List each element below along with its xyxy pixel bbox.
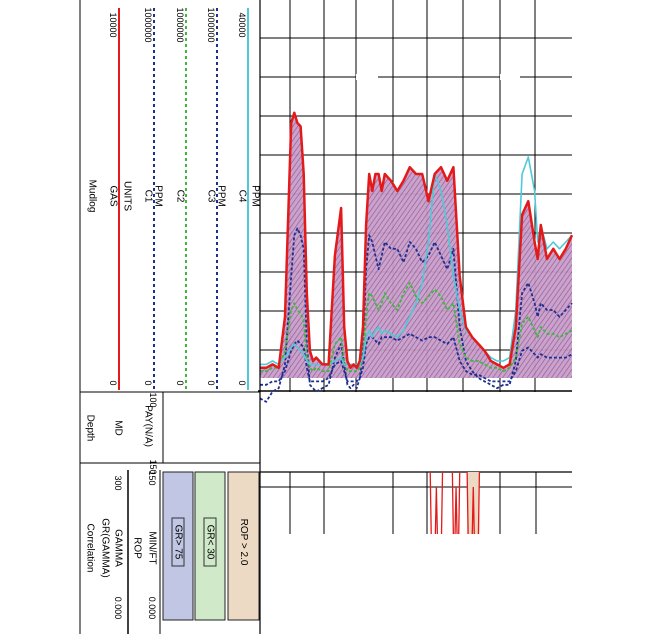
series-c3-line bbox=[260, 332, 573, 386]
mudlog-track-name-c2: C2 bbox=[175, 190, 186, 203]
legend-label-frame-0 bbox=[171, 517, 185, 567]
gamma-spike-0 bbox=[429, 471, 444, 535]
mudlog-unit-c1: PPM bbox=[153, 185, 164, 207]
depth-pay-min: 100 bbox=[148, 392, 158, 407]
gas-fill-area bbox=[260, 112, 572, 379]
series-layer bbox=[259, 111, 574, 403]
rop-track-min: 0.000 bbox=[147, 597, 157, 620]
mudlog-track-max-gas: 10000 bbox=[108, 12, 118, 37]
depth-section-title: Depth bbox=[85, 415, 96, 442]
legend-box-0 bbox=[162, 471, 194, 621]
rop-track-name: ROP bbox=[132, 537, 143, 559]
mudlog-unit-c3: PPM bbox=[216, 185, 227, 207]
mudlog-track-min-c3: 0 bbox=[206, 380, 216, 385]
legend-label-frame-1 bbox=[203, 517, 217, 567]
mudlog-track-name-c1: C1 bbox=[143, 190, 154, 203]
rop-track-max: 150 bbox=[147, 470, 157, 485]
gamma-track-min: 0.000 bbox=[113, 597, 123, 620]
mudlog-track-name-c3: C3 bbox=[206, 190, 217, 203]
grid-gap bbox=[356, 74, 378, 80]
mudlog-track-name-gas: GAS bbox=[108, 185, 119, 206]
grid-gap bbox=[500, 74, 520, 80]
legend-box-1 bbox=[194, 471, 226, 621]
legend-label-2: ROP > 2.0 bbox=[238, 519, 249, 566]
legend-label-1: GR< 30 bbox=[205, 525, 216, 560]
gamma-track-name: GAMMA bbox=[113, 529, 124, 567]
mudlog-unit-gas: UNITS bbox=[122, 181, 133, 211]
correlation-header: GR(GAMMA) bbox=[100, 518, 111, 577]
rop-track-unit: MIN/FT bbox=[147, 531, 158, 564]
correlation-section-title: Correlation bbox=[85, 524, 96, 573]
mudlog-track-min-c4: 0 bbox=[237, 380, 247, 385]
mudlog-track-name-c4: C4 bbox=[237, 190, 248, 203]
mudlog-section-title: Mudlog bbox=[87, 180, 98, 213]
series-c1-line bbox=[259, 227, 573, 403]
gamma-grid bbox=[260, 471, 572, 534]
mudlog-track-max-c1: 1000000 bbox=[143, 7, 153, 42]
depth-md-label: MD bbox=[113, 420, 124, 436]
gamma-spike-2 bbox=[466, 471, 481, 535]
mudlog-track-min-c2: 0 bbox=[175, 380, 185, 385]
gamma-spike-1 bbox=[451, 471, 461, 535]
legend-label-0: GR> 75 bbox=[173, 525, 184, 560]
mudlog-track-max-c2: 1000000 bbox=[175, 7, 185, 42]
mudlog-track-min-c1: 0 bbox=[143, 380, 153, 385]
mudlog-track-max-c4: 40000 bbox=[237, 12, 247, 37]
gamma-track-max: 300 bbox=[113, 475, 123, 490]
depth-pay-max: 150 bbox=[148, 459, 158, 474]
mudlog-track-max-c3: 1000000 bbox=[206, 7, 216, 42]
mudlog-unit-c4: PPM bbox=[250, 185, 261, 207]
gamma-spike-layer bbox=[429, 471, 481, 535]
legend-box-2 bbox=[227, 471, 260, 621]
depth-pay-label: PAY(N/A) bbox=[143, 405, 154, 447]
track-header-panel: Mudlog GAS 0 10000 C1 0 1000000 C2 0 1000000 C3 0 10… bbox=[79, 0, 261, 634]
series-gas-line bbox=[260, 111, 574, 370]
series-c4-line bbox=[260, 156, 573, 366]
mudlog-track-min-gas: 0 bbox=[108, 380, 118, 385]
